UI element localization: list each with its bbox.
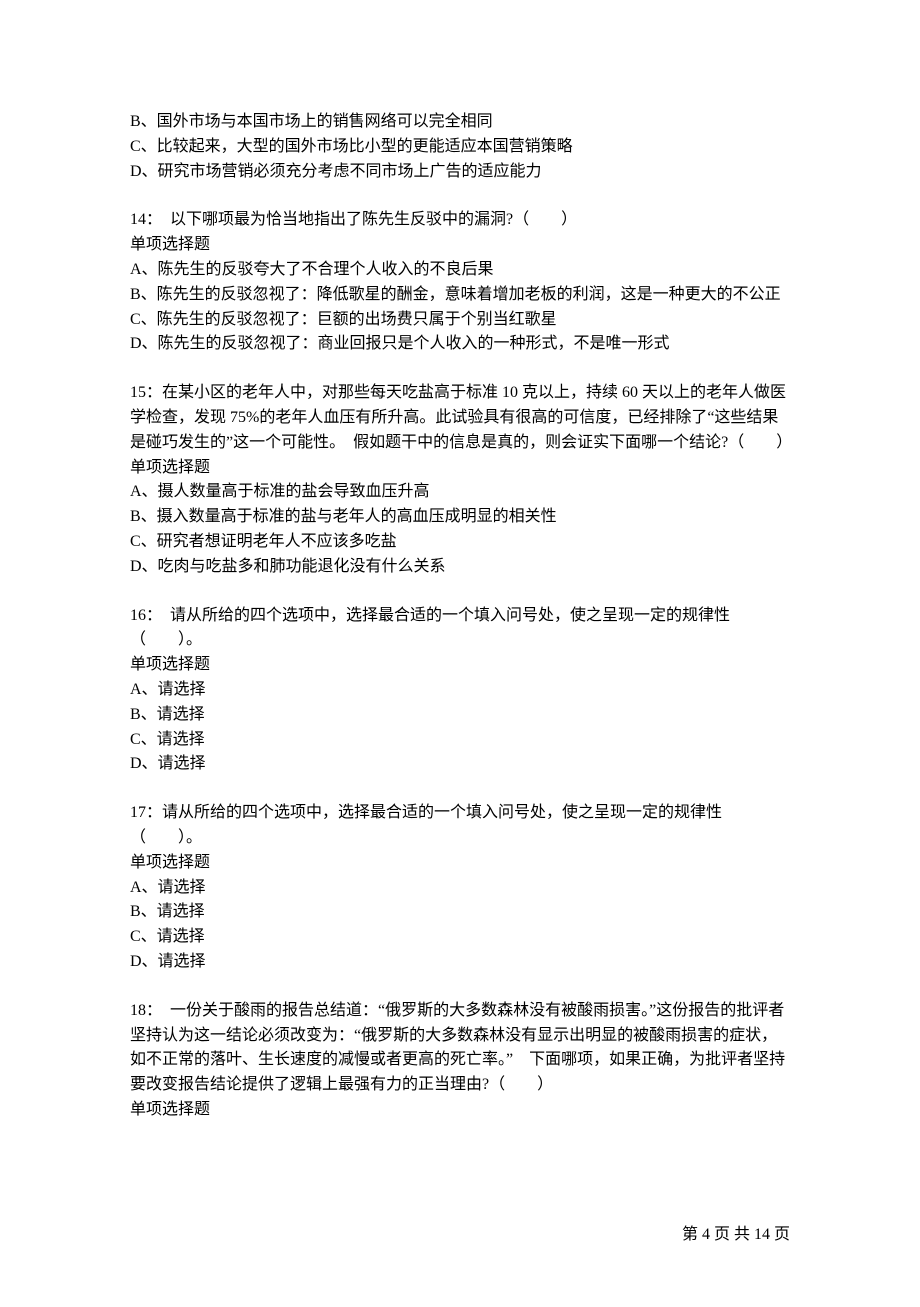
question-16: 16： 请从所给的四个选项中，选择最合适的一个填入问号处，使之呈现一定的规律性（… <box>130 604 790 778</box>
option-c: C、陈先生的反驳忽视了：巨额的出场费只属于个别当红歌星 <box>130 308 790 333</box>
option-c: C、研究者想证明老年人不应该多吃盐 <box>130 530 790 555</box>
option-a: A、请选择 <box>130 678 790 703</box>
option-b: B、摄入数量高于标准的盐与老年人的高血压成明显的相关性 <box>130 505 790 530</box>
question-13-partial: B、国外市场与本国市场上的销售网络可以完全相同 C、比较起来，大型的国外市场比小… <box>130 110 790 184</box>
option-b: B、国外市场与本国市场上的销售网络可以完全相同 <box>130 110 790 135</box>
option-a: A、陈先生的反驳夸大了不合理个人收入的不良后果 <box>130 258 790 283</box>
page-footer: 第 4 页 共 14 页 <box>130 1223 790 1248</box>
option-d: D、陈先生的反驳忽视了：商业回报只是个人收入的一种形式，不是唯一形式 <box>130 332 790 357</box>
question-type: 单项选择题 <box>130 456 790 481</box>
option-c: C、比较起来，大型的国外市场比小型的更能适应本国营销策略 <box>130 135 790 160</box>
option-d: D、研究市场营销必须充分考虑不同市场上广告的适应能力 <box>130 160 790 185</box>
option-c: C、请选择 <box>130 728 790 753</box>
question-type: 单项选择题 <box>130 233 790 258</box>
question-15: 15：在某小区的老年人中，对那些每天吃盐高于标准 10 克以上，持续 60 天以… <box>130 381 790 579</box>
question-stem: 16： 请从所给的四个选项中，选择最合适的一个填入问号处，使之呈现一定的规律性（… <box>130 604 790 654</box>
option-b: B、请选择 <box>130 900 790 925</box>
question-type: 单项选择题 <box>130 653 790 678</box>
option-d: D、请选择 <box>130 950 790 975</box>
option-a: A、请选择 <box>130 876 790 901</box>
document-page: B、国外市场与本国市场上的销售网络可以完全相同 C、比较起来，大型的国外市场比小… <box>0 0 920 1307</box>
question-stem: 17：请从所给的四个选项中，选择最合适的一个填入问号处，使之呈现一定的规律性（ … <box>130 801 790 851</box>
option-a: A、摄人数量高于标准的盐会导致血压升高 <box>130 480 790 505</box>
option-c: C、请选择 <box>130 925 790 950</box>
question-type: 单项选择题 <box>130 851 790 876</box>
question-stem: 14： 以下哪项最为恰当地指出了陈先生反驳中的漏洞?（ ） <box>130 208 790 233</box>
option-d: D、吃肉与吃盐多和肺功能退化没有什么关系 <box>130 555 790 580</box>
question-type: 单项选择题 <box>130 1098 790 1123</box>
question-14: 14： 以下哪项最为恰当地指出了陈先生反驳中的漏洞?（ ） 单项选择题 A、陈先… <box>130 208 790 357</box>
option-b: B、陈先生的反驳忽视了：降低歌星的酬金，意味着增加老板的利润，这是一种更大的不公… <box>130 283 790 308</box>
question-17: 17：请从所给的四个选项中，选择最合适的一个填入问号处，使之呈现一定的规律性（ … <box>130 801 790 975</box>
option-d: D、请选择 <box>130 752 790 777</box>
question-stem: 18： 一份关于酸雨的报告总结道：“俄罗斯的大多数森林没有被酸雨损害。”这份报告… <box>130 999 790 1098</box>
option-b: B、请选择 <box>130 703 790 728</box>
question-18: 18： 一份关于酸雨的报告总结道：“俄罗斯的大多数森林没有被酸雨损害。”这份报告… <box>130 999 790 1123</box>
question-stem: 15：在某小区的老年人中，对那些每天吃盐高于标准 10 克以上，持续 60 天以… <box>130 381 790 455</box>
